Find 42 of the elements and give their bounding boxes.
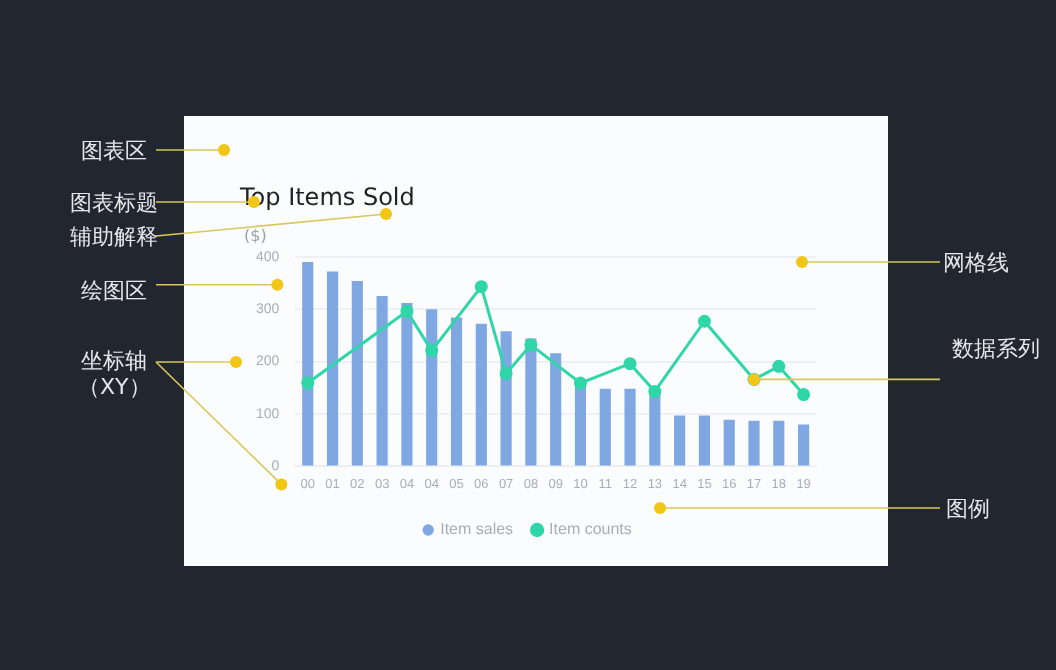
bar	[450, 317, 463, 466]
bar	[475, 323, 487, 466]
bar	[302, 262, 314, 466]
text: 网格线	[943, 249, 1009, 275]
point	[425, 344, 439, 358]
bar	[401, 302, 413, 466]
bar	[599, 388, 611, 466]
bar	[674, 415, 686, 466]
bar	[326, 271, 339, 466]
legend-label: Item sales	[440, 520, 514, 539]
legend-label: Item counts	[549, 520, 632, 539]
bar	[748, 420, 760, 466]
text: 辅助解释	[70, 223, 158, 249]
point	[697, 314, 711, 328]
bar	[351, 280, 363, 466]
text: 图表标题	[70, 189, 158, 215]
point	[797, 388, 811, 402]
point	[648, 384, 662, 398]
bar	[624, 388, 636, 466]
point	[524, 338, 538, 352]
bar	[649, 392, 661, 466]
annotation: 数据系列	[952, 335, 1040, 361]
bar	[426, 309, 438, 466]
y-axis-title: ($)	[244, 226, 267, 245]
text: 图例	[946, 495, 990, 521]
bar	[376, 296, 388, 466]
text: 图表区	[81, 137, 147, 163]
point	[499, 367, 513, 381]
point	[474, 280, 488, 294]
text: 绘图区	[81, 277, 147, 303]
bar	[550, 353, 562, 466]
point	[772, 359, 786, 373]
bar	[773, 420, 785, 466]
text: 坐标轴（XY）	[78, 348, 151, 400]
point	[400, 304, 414, 318]
bar	[723, 419, 735, 466]
point	[573, 376, 587, 390]
bar	[698, 415, 711, 466]
point	[623, 357, 637, 371]
point	[301, 376, 315, 390]
bar	[798, 424, 810, 466]
bar	[574, 382, 587, 466]
